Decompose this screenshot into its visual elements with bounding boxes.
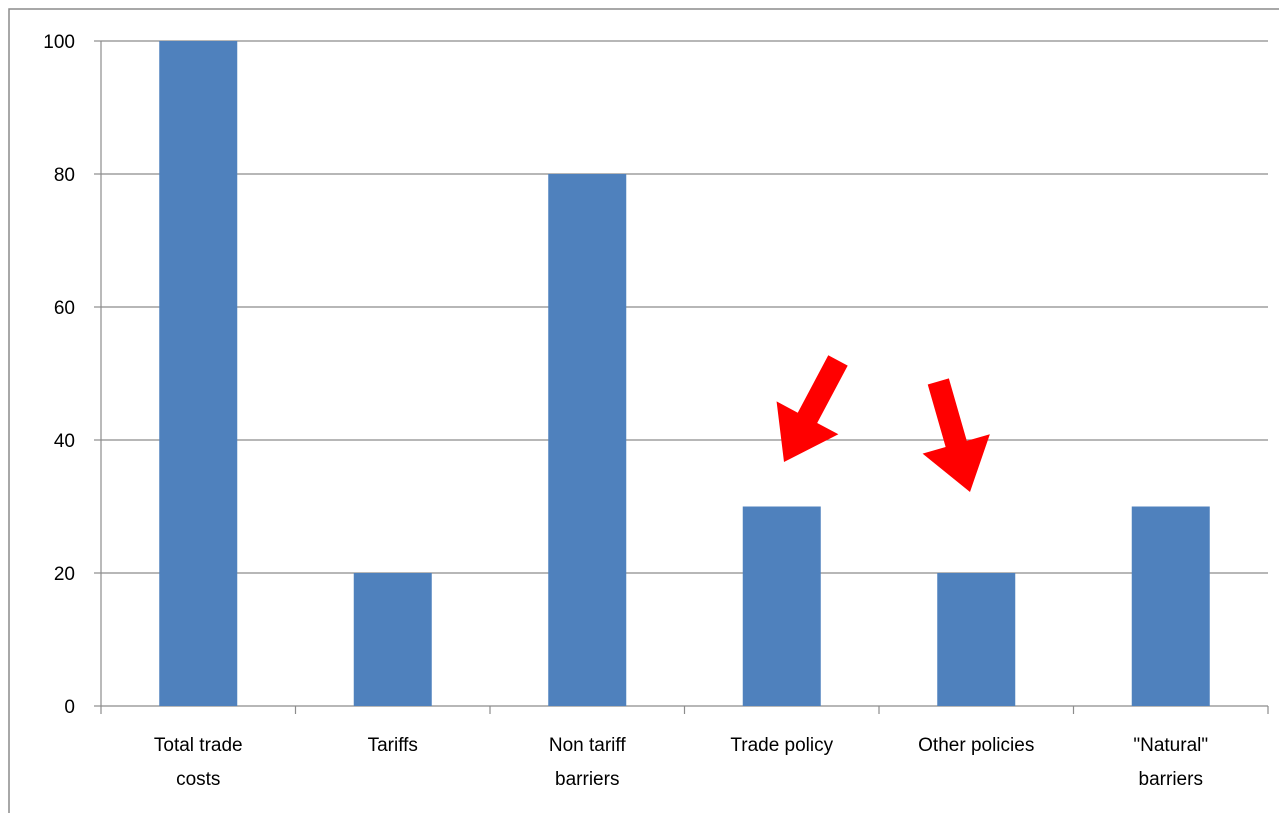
y-tick-label: 60 <box>54 298 75 319</box>
x-category-label: Total trade <box>154 735 243 756</box>
axes <box>94 40 1269 714</box>
bar <box>159 41 238 706</box>
gridlines <box>101 40 1268 574</box>
x-category-label: costs <box>176 769 220 790</box>
bar <box>353 573 432 706</box>
bars <box>159 41 1210 706</box>
y-tick-label: 20 <box>54 564 75 585</box>
x-category-label: Other policies <box>918 735 1034 756</box>
bar <box>1131 506 1210 706</box>
x-category-label: barriers <box>555 769 619 790</box>
y-tick-label: 0 <box>64 697 75 718</box>
x-category-label: Non tariff <box>549 735 626 756</box>
y-tick-label: 80 <box>54 165 75 186</box>
y-tick-label: 100 <box>43 32 75 53</box>
annotations <box>776 355 990 492</box>
arrow-shape <box>776 355 848 462</box>
labels: 0 20 40 60 80 100 Total trade costs Tariffs Non t… <box>43 32 1208 790</box>
x-category-label: Tariffs <box>368 735 418 756</box>
y-tick-label: 40 <box>54 431 75 452</box>
arrow-shape <box>922 378 990 492</box>
bar <box>742 506 821 706</box>
x-category-label: Trade policy <box>730 735 833 756</box>
bar <box>937 573 1016 706</box>
red-arrow-annotation <box>922 378 990 492</box>
bar <box>548 174 627 706</box>
x-category-label: barriers <box>1139 769 1203 790</box>
red-arrow-annotation <box>776 355 848 462</box>
x-category-label: "Natural" <box>1133 735 1208 756</box>
